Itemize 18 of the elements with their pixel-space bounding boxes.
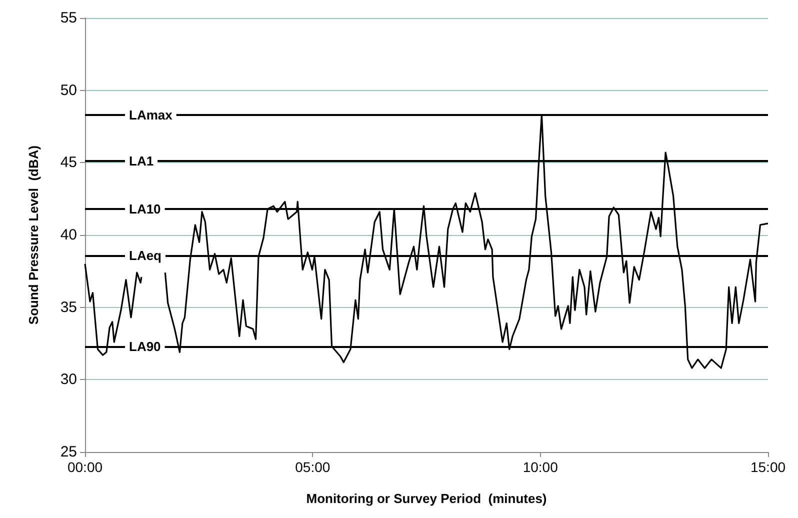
y-tick-label: 50 <box>60 82 77 99</box>
x-tick-label: 10:00 <box>522 459 558 475</box>
ref-line-label: LA1 <box>129 154 154 169</box>
x-tick-label: 00:00 <box>67 459 103 475</box>
ref-line-label: LAmax <box>129 107 174 122</box>
x-tick-label: 15:00 <box>750 459 786 475</box>
y-tick-label: 55 <box>60 10 77 26</box>
y-axis-title: Sound Pressure Level (dBA) <box>26 145 41 325</box>
y-tick-label: 30 <box>60 371 77 388</box>
y-tick-label: 25 <box>60 444 77 460</box>
ref-line-label: LAeq <box>129 248 162 263</box>
y-tick-label: 45 <box>60 154 77 172</box>
ref-line-label: LA90 <box>129 338 161 354</box>
x-axis-title: Monitoring or Survey Period (minutes) <box>306 491 547 506</box>
ref-line-label: LA10 <box>129 201 161 216</box>
x-tick-label: 05:00 <box>295 459 330 475</box>
y-tick-label: 35 <box>60 298 77 316</box>
y-tick-label: 40 <box>60 226 77 244</box>
